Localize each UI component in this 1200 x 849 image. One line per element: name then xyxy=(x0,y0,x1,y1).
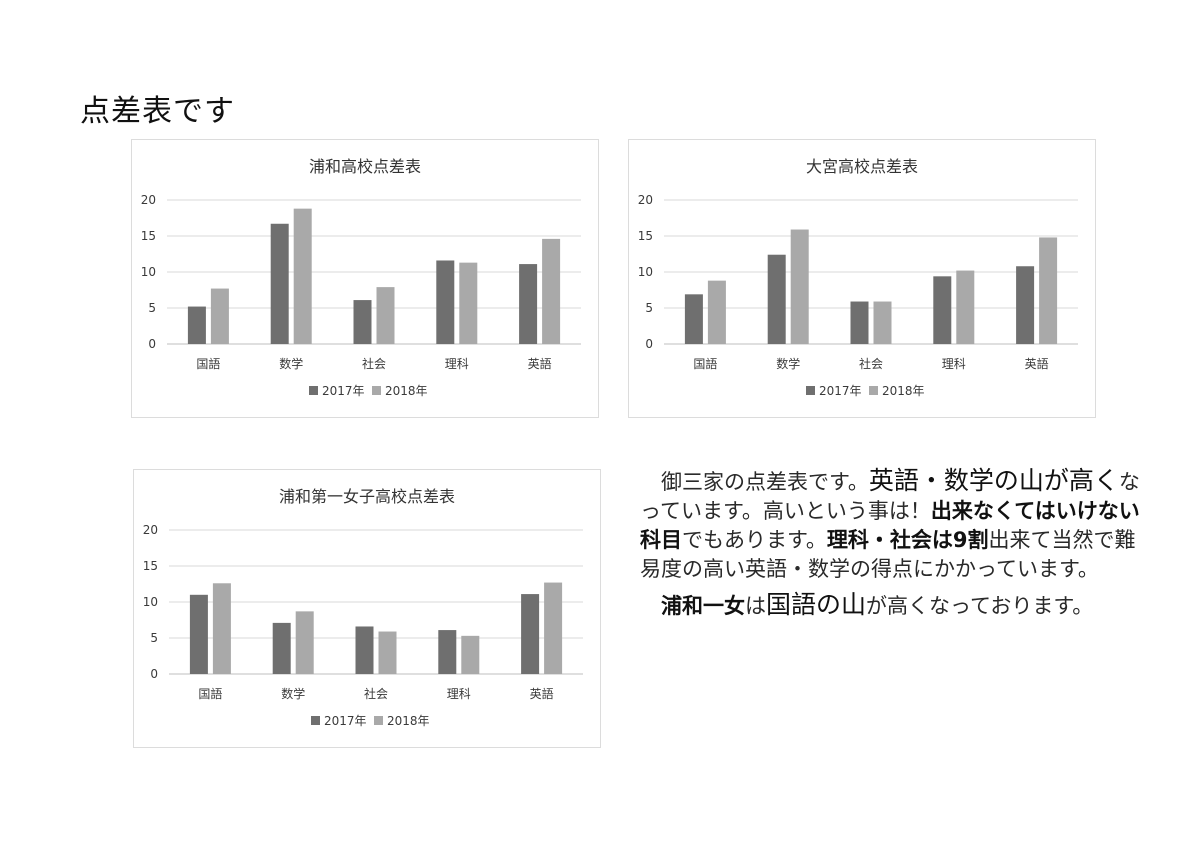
bar-2018年 xyxy=(873,301,892,344)
x-tick-label: 数学 xyxy=(279,356,303,371)
bar-2018年 xyxy=(542,238,561,344)
y-tick-label: 20 xyxy=(143,523,158,537)
bar-2017年 xyxy=(933,276,952,344)
commentary-text: なっています。高いという事は！ xyxy=(640,470,1140,523)
y-tick-label: 20 xyxy=(638,193,653,207)
y-tick-label: 15 xyxy=(143,559,158,573)
chart-title: 浦和第一女子高校点差表 xyxy=(279,487,455,506)
bar-2017年 xyxy=(767,254,786,344)
bar-2018年 xyxy=(461,635,480,674)
commentary-emphasis: 国語の山 xyxy=(766,590,867,619)
commentary-bold: 理科・社会は9割 xyxy=(826,528,989,552)
bar-2017年 xyxy=(521,594,540,674)
y-tick-label: 20 xyxy=(141,193,156,207)
x-tick-label: 数学 xyxy=(776,356,800,371)
bar-2018年 xyxy=(210,288,229,344)
y-tick-label: 15 xyxy=(638,229,653,243)
commentary-bold: 浦和一女 xyxy=(661,594,745,618)
legend-label: 2017年 xyxy=(819,384,862,398)
chart-omiya: 大宮高校点差表 0 5 10 15 20 国語 数学 社会 理科 英語 2017年 2018年 xyxy=(638,157,1078,398)
bar-2018年 xyxy=(295,611,314,674)
chart-urawa: 浦和高校点差表 0 5 10 15 20 国語 数学 社会 理科 英語 2017年 2018年 xyxy=(141,157,581,398)
commentary-paragraph-1: 御三家の点差表です。英語・数学の山が高くなっています。高いという事は！出来なくて… xyxy=(640,466,1140,584)
bar-2017年 xyxy=(850,301,869,344)
legend-label: 2017年 xyxy=(324,714,367,728)
y-tick-label: 5 xyxy=(148,301,156,315)
bar-2017年 xyxy=(519,264,538,344)
y-tick-label: 10 xyxy=(141,265,156,279)
y-tick-label: 0 xyxy=(150,667,158,681)
y-tick-label: 10 xyxy=(638,265,653,279)
x-tick-label: 理科 xyxy=(447,687,471,701)
x-tick-label: 国語 xyxy=(196,356,220,371)
commentary-text: が高くなっております。 xyxy=(866,594,1094,618)
y-tick-label: 0 xyxy=(148,337,156,351)
bar-2018年 xyxy=(1039,237,1058,344)
bar-2018年 xyxy=(790,229,809,344)
chart-panel-urawa: 浦和高校点差表 0 5 10 15 20 国語 数学 社会 理科 英語 2017年 2018年 xyxy=(131,139,599,418)
legend-label: 2018年 xyxy=(882,384,925,398)
y-tick-label: 15 xyxy=(141,229,156,243)
page-title: 点差表です xyxy=(80,94,235,129)
bar-2017年 xyxy=(684,294,703,344)
bar-2017年 xyxy=(270,223,289,344)
commentary: 御三家の点差表です。英語・数学の山が高くなっています。高いという事は！出来なくて… xyxy=(640,466,1140,627)
x-tick-label: 英語 xyxy=(530,686,554,701)
legend-swatch xyxy=(311,716,320,725)
commentary-text: は xyxy=(745,594,766,618)
x-tick-label: 理科 xyxy=(942,357,966,371)
legend-label: 2018年 xyxy=(387,714,430,728)
bar-2017年 xyxy=(355,626,374,674)
bar-2017年 xyxy=(436,260,455,344)
bar-2018年 xyxy=(212,583,231,674)
bar-2018年 xyxy=(544,582,563,674)
x-tick-label: 社会 xyxy=(362,356,386,371)
bar-2017年 xyxy=(189,594,208,674)
commentary-emphasis: 英語・数学の山が高く xyxy=(868,466,1119,495)
chart-panel-urawa-ichijo: 浦和第一女子高校点差表 0 5 10 15 20 国語 数学 社会 理科 英語 2017年 2018年 xyxy=(133,469,601,748)
legend-swatch xyxy=(372,386,381,395)
commentary-text: でもあります。 xyxy=(682,528,827,552)
y-tick-label: 5 xyxy=(645,301,653,315)
bar-2017年 xyxy=(353,300,372,344)
bar-2018年 xyxy=(707,280,726,344)
chart-title: 浦和高校点差表 xyxy=(309,157,421,176)
x-tick-label: 英語 xyxy=(528,356,552,371)
bar-2017年 xyxy=(1016,266,1035,344)
x-tick-label: 社会 xyxy=(364,686,388,701)
legend-swatch xyxy=(309,386,318,395)
x-tick-label: 社会 xyxy=(859,356,883,371)
legend-swatch xyxy=(806,386,815,395)
commentary-paragraph-2: 浦和一女は国語の山が高くなっております。 xyxy=(640,590,1140,621)
bar-2017年 xyxy=(272,622,291,674)
chart-panel-omiya: 大宮高校点差表 0 5 10 15 20 国語 数学 社会 理科 英語 2017年 2018年 xyxy=(628,139,1096,418)
commentary-text: 御三家の点差表です。 xyxy=(661,470,869,494)
commentary-text: 出来て当然で難易度の高い英語・数学の得点にかかっています。 xyxy=(640,528,1136,581)
y-tick-label: 0 xyxy=(645,337,653,351)
chart-title: 大宮高校点差表 xyxy=(806,157,918,176)
x-tick-label: 数学 xyxy=(281,686,305,701)
bar-2017年 xyxy=(438,630,457,674)
legend-swatch xyxy=(869,386,878,395)
legend-label: 2017年 xyxy=(322,384,365,398)
commentary-bold: 出来なくてはいけない科目 xyxy=(640,499,1140,552)
bar-2018年 xyxy=(376,287,395,344)
y-tick-label: 10 xyxy=(143,595,158,609)
chart-urawa-ichijo: 浦和第一女子高校点差表 0 5 10 15 20 国語 数学 社会 理科 英語 2017年 2018年 xyxy=(143,487,583,728)
bar-2018年 xyxy=(459,262,478,344)
bar-2018年 xyxy=(956,270,975,344)
x-tick-label: 国語 xyxy=(198,686,222,701)
legend-swatch xyxy=(374,716,383,725)
x-tick-label: 英語 xyxy=(1025,356,1049,371)
y-tick-label: 5 xyxy=(150,631,158,645)
legend-label: 2018年 xyxy=(385,384,428,398)
x-tick-label: 理科 xyxy=(445,357,469,371)
x-tick-label: 国語 xyxy=(693,356,717,371)
bar-2017年 xyxy=(187,306,206,344)
bar-2018年 xyxy=(293,208,312,344)
bar-2018年 xyxy=(378,631,397,674)
